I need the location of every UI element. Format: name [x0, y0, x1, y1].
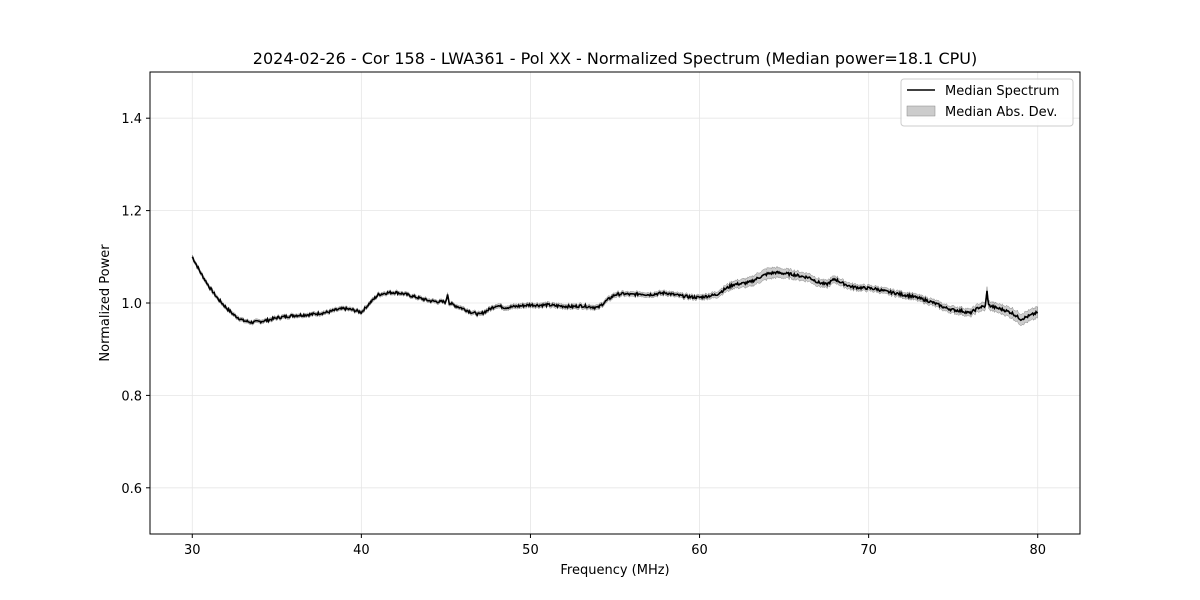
x-tick-label: 70 — [860, 543, 877, 558]
x-tick-label: 40 — [353, 543, 370, 558]
legend-band-swatch — [906, 105, 936, 117]
chart-title: 2024-02-26 - Cor 158 - LWA361 - Pol XX -… — [253, 49, 977, 68]
y-tick-label: 0.8 — [121, 389, 142, 404]
x-axis-label: Frequency (MHz) — [560, 563, 669, 578]
median-spectrum-line — [191, 256, 1039, 325]
legend-median-abs-dev: Median Abs. Dev. — [945, 105, 1057, 120]
y-tick-label: 0.6 — [121, 482, 142, 497]
x-axis-ticks: 30 40 50 60 70 80 — [184, 534, 1046, 558]
x-tick-label: 50 — [522, 543, 539, 558]
y-tick-label: 1.0 — [121, 297, 142, 312]
y-axis-ticks: 0.6 0.8 1.0 1.2 1.4 — [121, 112, 150, 497]
x-tick-label: 60 — [691, 543, 708, 558]
x-tick-label: 80 — [1029, 543, 1046, 558]
y-axis-label: Normalized Power — [98, 244, 113, 362]
legend-median-spectrum: Median Spectrum — [945, 84, 1059, 99]
legend: Median Spectrum Median Abs. Dev. — [900, 78, 1074, 127]
x-tick-label: 30 — [184, 543, 201, 558]
y-tick-label: 1.4 — [121, 112, 142, 127]
legend-box — [900, 78, 1074, 127]
y-tick-label: 1.2 — [121, 205, 142, 220]
